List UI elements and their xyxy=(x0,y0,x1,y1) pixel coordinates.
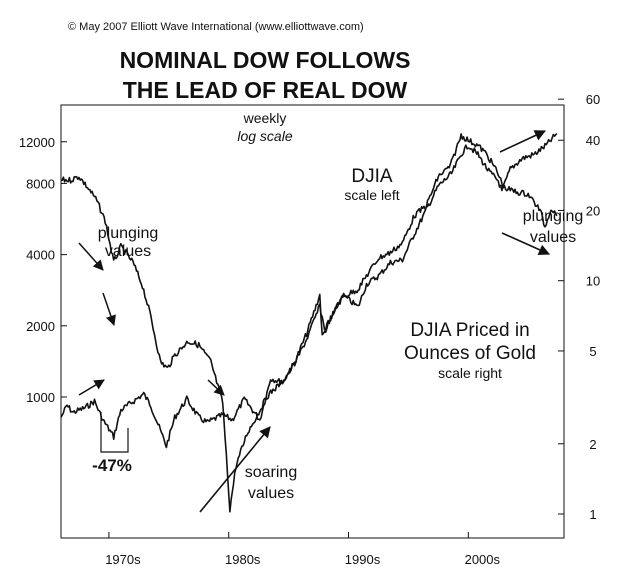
decline-bracket xyxy=(100,412,129,453)
chart-title-line-1: NOMINAL DOW FOLLOWS xyxy=(120,47,411,73)
chart-subtitle-weekly: weekly xyxy=(243,110,287,126)
chart-subtitle-log-scale: log scale xyxy=(237,128,292,144)
arrow-plunging-2 xyxy=(102,292,116,326)
gold-series-label-line-2: Ounces of Gold xyxy=(404,343,536,364)
arrow-rise-early xyxy=(78,379,105,396)
x-tick-label: 2000s xyxy=(465,552,501,567)
left-tick-label: 12000 xyxy=(19,135,55,150)
djia-series-scale-label: scale left xyxy=(344,187,399,203)
series-line-djia xyxy=(60,132,558,449)
x-tick-label: 1990s xyxy=(345,552,381,567)
chart-title-line-2: THE LEAD OF REAL DOW xyxy=(123,77,408,103)
annotation-values-left: values xyxy=(105,243,151,260)
annotation-percent-decline: -47% xyxy=(92,456,132,475)
right-tick-label: 40 xyxy=(586,133,600,148)
x-tick-label: 1980s xyxy=(225,552,261,567)
right-tick-label: 1 xyxy=(589,507,596,522)
left-tick-label: 4000 xyxy=(26,248,55,263)
djia-series-label: DJIA xyxy=(351,166,393,187)
arrow-djia-rise xyxy=(499,130,547,153)
arrow-plunging-right xyxy=(501,232,551,256)
gold-series-scale-label: scale right xyxy=(438,365,502,381)
annotation-values-bottom: values xyxy=(248,485,294,502)
x-axis: 1970s 1980s 1990s 2000s xyxy=(105,532,501,567)
series-line-djia-in-gold xyxy=(60,133,558,513)
copyright-text: © May 2007 Elliott Wave International (w… xyxy=(68,21,364,33)
arrow-rise-1980 xyxy=(207,379,225,396)
right-axis: 1 2 5 10 20 40 60 xyxy=(558,92,600,522)
arrow-plunging-1 xyxy=(78,242,104,271)
annotation-soaring: soaring xyxy=(245,464,297,481)
right-tick-label: 5 xyxy=(589,344,596,359)
x-tick-label: 1970s xyxy=(105,552,141,567)
gold-series-label-line-1: DJIA Priced in xyxy=(410,320,529,341)
right-tick-label: 10 xyxy=(586,274,600,289)
left-tick-label: 1000 xyxy=(26,390,55,405)
left-axis: 1000 2000 4000 8000 12000 xyxy=(19,135,67,405)
left-tick-label: 2000 xyxy=(26,319,55,334)
annotation-values-right: values xyxy=(530,229,576,246)
annotation-plunging-right: plunging xyxy=(523,208,584,225)
plot-frame xyxy=(60,104,565,539)
right-tick-label: 60 xyxy=(586,92,600,107)
annotation-plunging-left: plunging xyxy=(98,225,159,242)
arrow-soaring xyxy=(199,426,271,513)
left-tick-label: 8000 xyxy=(26,176,55,191)
right-tick-label: 20 xyxy=(586,203,600,218)
right-tick-label: 2 xyxy=(589,437,596,452)
